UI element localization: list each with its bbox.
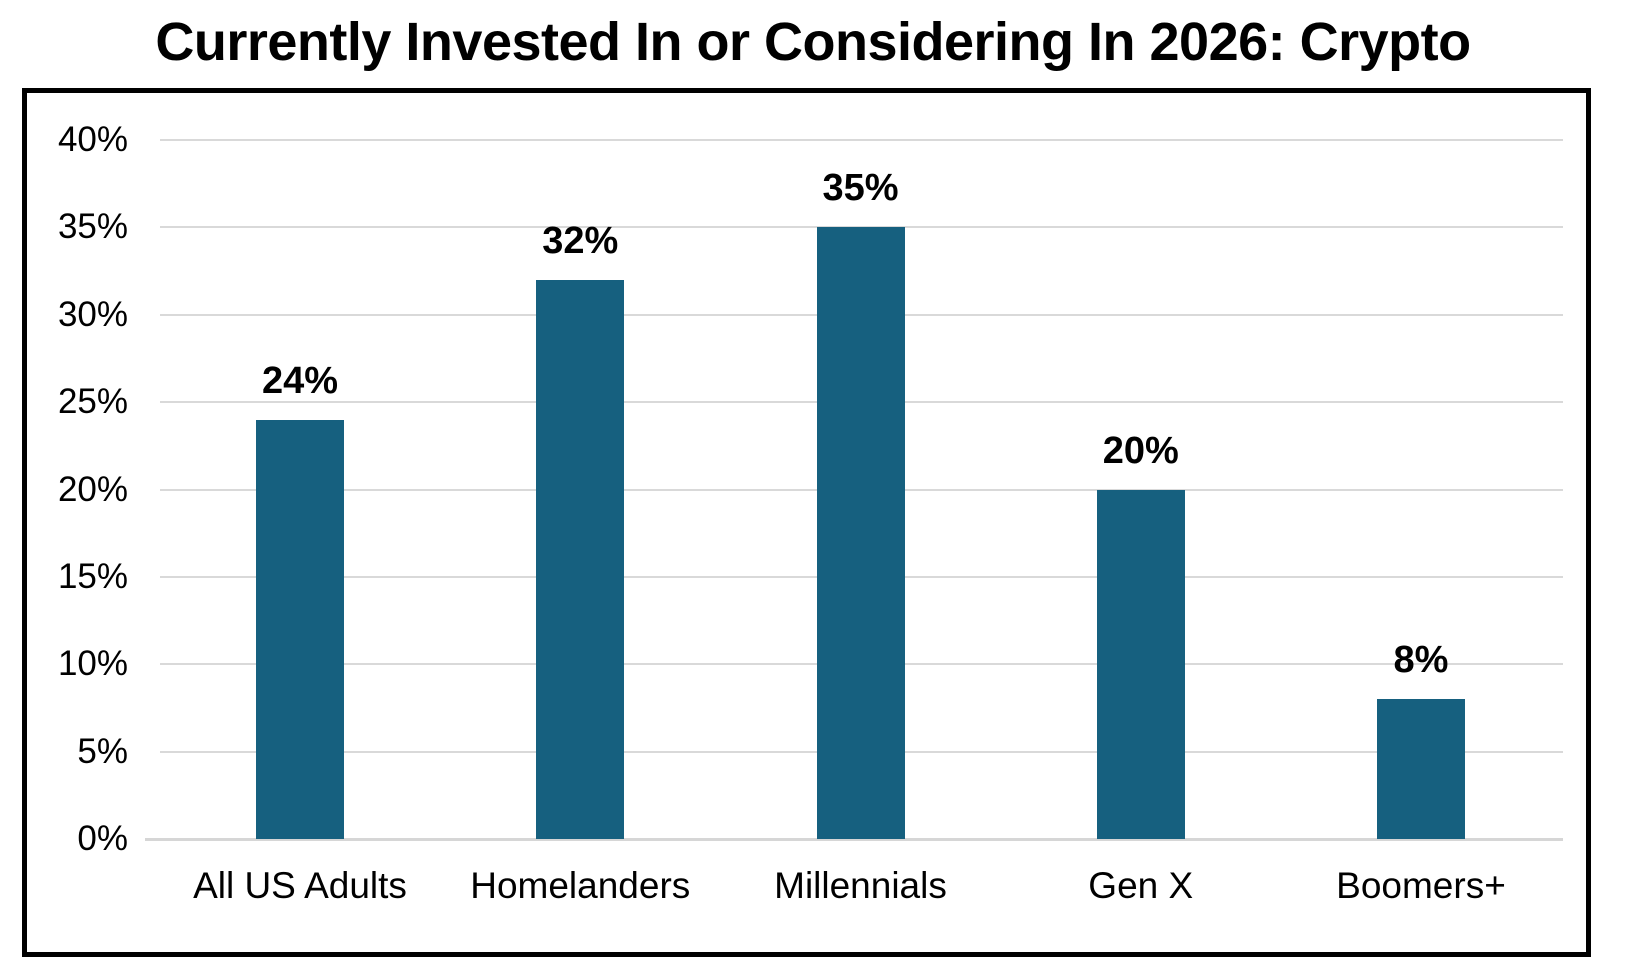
x-axis-category-label: Millennials (774, 865, 947, 906)
bar-value-label: 24% (261, 359, 339, 402)
y-axis-tick-label: 35% (57, 207, 128, 247)
bar (1377, 699, 1465, 839)
chart-frame: 0% 5% 10% 15% 20% 25% 30% 35% 40% 24% 32% 35% 20% 8%… (22, 88, 1591, 957)
y-axis-tick-label: 25% (57, 382, 128, 422)
bar-value-label: 32% (542, 219, 619, 262)
x-axis-category-label: Gen X (1088, 865, 1194, 906)
x-axis-baseline (145, 838, 1563, 841)
bar-value-label: 35% (822, 167, 899, 210)
bar-value-label: 20% (1102, 429, 1179, 472)
bar (816, 227, 905, 839)
bar (536, 279, 625, 839)
x-axis-category-label: All US Adults (193, 865, 407, 906)
x-axis-category-label: Homelanders (470, 865, 691, 906)
x-axis-category-label: Boomers+ (1336, 865, 1506, 906)
bar (256, 419, 344, 839)
gridline (160, 139, 1563, 141)
chart-title: Currently Invested In or Considering In … (155, 12, 1471, 72)
y-axis-tick-label: 40% (57, 120, 128, 159)
y-axis-tick-label: 30% (57, 294, 128, 334)
plot-area: 0% 5% 10% 15% 20% 25% 30% 35% 40% 24% 32% 35% 20% 8%… (27, 93, 1586, 952)
bar (1096, 489, 1185, 839)
y-axis-tick-label: 0% (77, 819, 128, 858)
y-axis-tick-label: 15% (57, 556, 128, 596)
y-axis-tick-label: 5% (77, 731, 128, 771)
y-axis-tick-label: 20% (57, 469, 128, 509)
bar-value-label: 8% (1393, 639, 1449, 682)
y-axis-tick-label: 10% (57, 644, 128, 684)
